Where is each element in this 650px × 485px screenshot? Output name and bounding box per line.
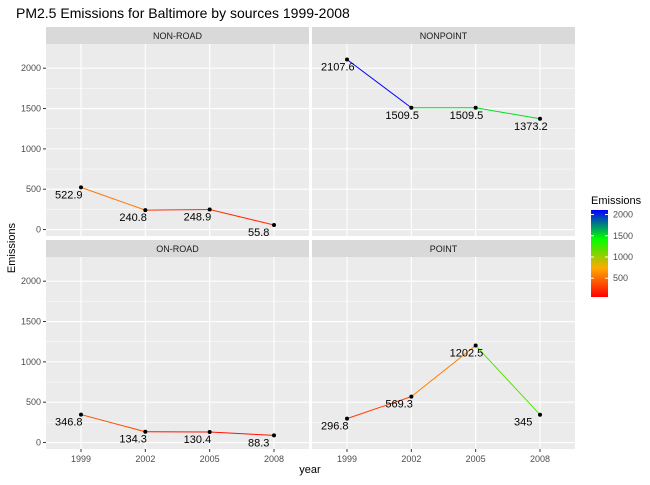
x-axis-title: year bbox=[299, 464, 321, 476]
facet-strip-label-on-road: ON-ROAD bbox=[156, 244, 199, 254]
data-label-on-road: 346.8 bbox=[55, 417, 83, 429]
legend: Emissions 500 1000 1500 2000 bbox=[591, 195, 642, 297]
data-label-on-road: 130.4 bbox=[184, 434, 212, 446]
legend-title: Emissions bbox=[591, 195, 642, 207]
facet-strip-label-nonpoint: NONPOINT bbox=[420, 31, 468, 41]
facet-panel-on-road: ON-ROAD 0 500 1000 1500 2000 1999 2002 2005 2008 3… bbox=[21, 240, 309, 464]
x-tick-label: 2002 bbox=[401, 454, 421, 464]
x-tick-label: 1999 bbox=[71, 454, 91, 464]
y-tick-label: 1500 bbox=[21, 104, 41, 114]
legend-tick-label: 1000 bbox=[613, 252, 633, 262]
y-tick-label: 1500 bbox=[21, 317, 41, 327]
x-tick-label: 2005 bbox=[200, 454, 220, 464]
y-tick-label: 2000 bbox=[21, 276, 41, 286]
data-label-on-road: 88.3 bbox=[248, 437, 269, 449]
data-label-point: 1202.5 bbox=[450, 348, 484, 360]
legend-tick-label: 500 bbox=[613, 273, 628, 283]
x-tick-label: 2008 bbox=[530, 454, 550, 464]
data-point-non-road bbox=[272, 223, 276, 227]
data-label-point: 296.8 bbox=[321, 421, 349, 433]
y-tick-label: 1000 bbox=[21, 144, 41, 154]
data-label-nonpoint: 1509.5 bbox=[385, 110, 419, 122]
y-tick-label: 0 bbox=[36, 438, 41, 448]
data-label-nonpoint: 1373.2 bbox=[514, 121, 548, 133]
series-line-segment-non-road bbox=[145, 209, 209, 210]
y-tick-label: 2000 bbox=[21, 63, 41, 73]
x-tick-label: 1999 bbox=[337, 454, 357, 464]
y-axis-title: Emissions bbox=[6, 222, 18, 273]
data-label-on-road: 134.3 bbox=[119, 434, 147, 446]
data-label-non-road: 248.9 bbox=[184, 211, 212, 223]
facet-strip-label-non-road: NON-ROAD bbox=[153, 31, 202, 41]
y-tick-label: 0 bbox=[36, 225, 41, 235]
data-point-point bbox=[538, 413, 542, 417]
data-label-non-road: 55.8 bbox=[248, 227, 269, 239]
panel-background-non-road bbox=[46, 44, 309, 236]
data-label-non-road: 240.8 bbox=[119, 212, 147, 224]
data-label-non-road: 522.9 bbox=[55, 189, 83, 201]
data-label-point: 345 bbox=[514, 417, 532, 429]
facet-panel-non-road: NON-ROAD 0 500 1000 1500 2000 522.9 240.8 248.9 5… bbox=[21, 27, 309, 239]
legend-tick-label: 2000 bbox=[613, 210, 633, 220]
data-label-nonpoint: 1509.5 bbox=[450, 110, 484, 122]
y-tick-label: 1000 bbox=[21, 357, 41, 367]
data-label-nonpoint: 2107.6 bbox=[321, 62, 355, 74]
y-tick-label: 500 bbox=[26, 184, 41, 194]
panel-background-on-road bbox=[46, 257, 309, 449]
x-tick-label: 2002 bbox=[135, 454, 155, 464]
facet-panels: NON-ROAD 0 500 1000 1500 2000 522.9 240.8 248.9 5… bbox=[21, 27, 575, 464]
panel-background-point bbox=[312, 257, 575, 449]
facet-panel-nonpoint: NONPOINT 2107.6 1509.5 1509.5 1373.2 bbox=[312, 27, 575, 236]
data-label-point: 569.3 bbox=[385, 399, 413, 411]
x-tick-label: 2008 bbox=[264, 454, 284, 464]
legend-colorbar bbox=[591, 210, 608, 297]
y-tick-label: 500 bbox=[26, 397, 41, 407]
facet-strip-label-point: POINT bbox=[430, 244, 458, 254]
data-point-on-road bbox=[272, 433, 276, 437]
x-tick-label: 2005 bbox=[466, 454, 486, 464]
legend-tick-label: 1500 bbox=[613, 231, 633, 241]
chart-title: PM2.5 Emissions for Baltimore by sources… bbox=[16, 5, 350, 21]
facet-panel-point: POINT 1999 2002 2005 2008 296.8 569.3 1202.5 345 bbox=[312, 240, 575, 464]
